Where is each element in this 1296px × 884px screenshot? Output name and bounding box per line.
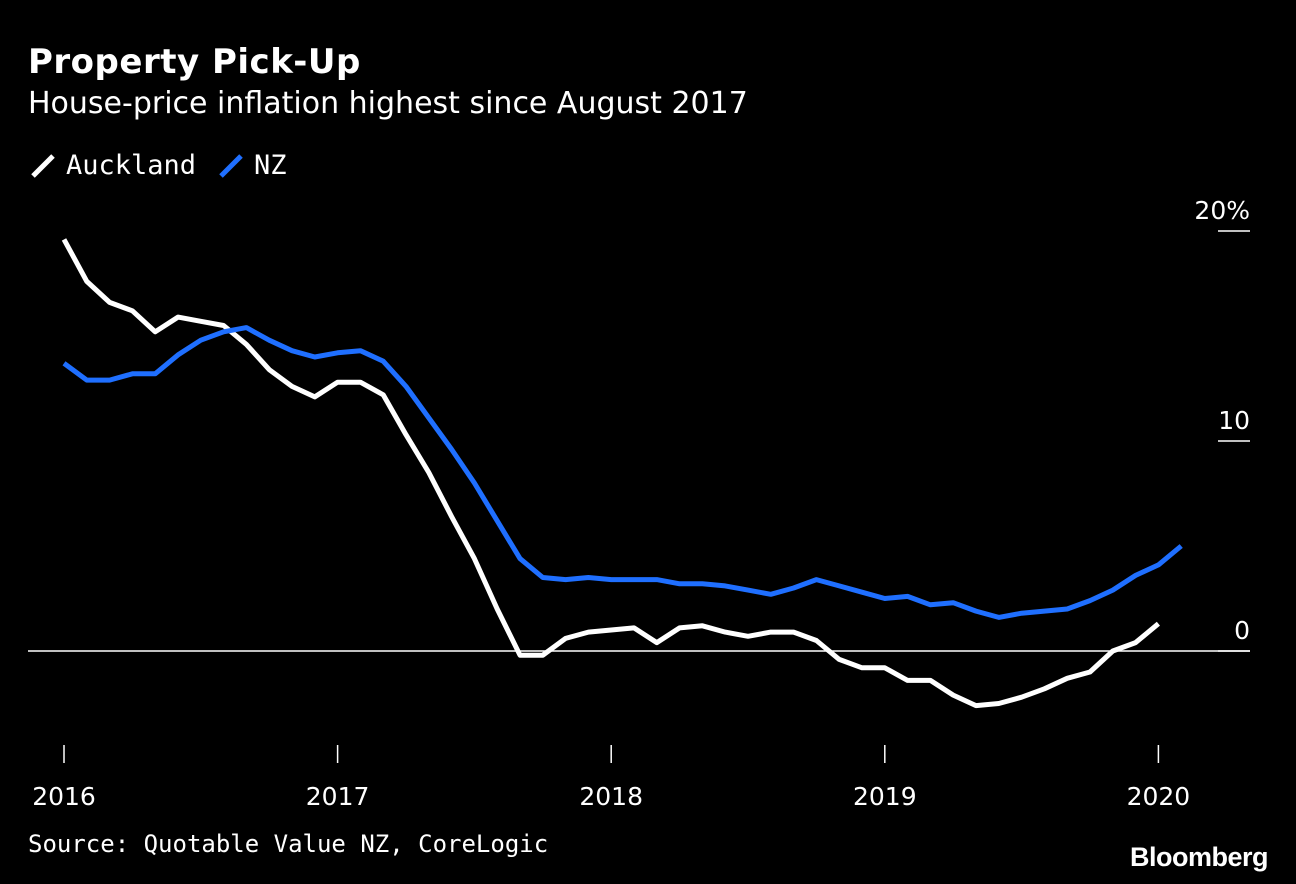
legend-swatch-nz-icon [219,153,243,178]
chart-title: Property Pick-Up [28,42,361,82]
chart-subtitle: House-price inflation highest since Augu… [28,86,748,121]
chart-series [61,238,1183,709]
source-note: Source: Quotable Value NZ, CoreLogic [28,830,549,858]
bloomberg-logo: Bloomberg [1129,842,1269,872]
x-tick-label: 2016 [32,782,96,811]
series-line-auckland [61,238,1160,709]
legend-item-auckland: Auckland [30,150,196,181]
x-tick-label: 2018 [579,782,643,811]
legend-label-auckland: Auckland [66,150,197,181]
y-tick-label: 10 [1218,406,1250,435]
y-tick-label: 0 [1234,616,1250,645]
series-line-nz [62,325,1183,620]
chart-axes: 20% 10 0 2016 2017 2018 2019 2020 [28,196,1250,811]
x-tick-label: 2017 [306,782,370,811]
x-tick-label: 2019 [853,782,917,811]
legend-swatch-auckland-icon [31,153,55,178]
legend-item-nz: NZ [218,150,287,181]
legend-label-nz: NZ [254,150,287,181]
y-tick-label: 20% [1194,196,1250,225]
x-tick-label: 2020 [1127,782,1191,811]
legend: Auckland NZ [30,150,309,181]
